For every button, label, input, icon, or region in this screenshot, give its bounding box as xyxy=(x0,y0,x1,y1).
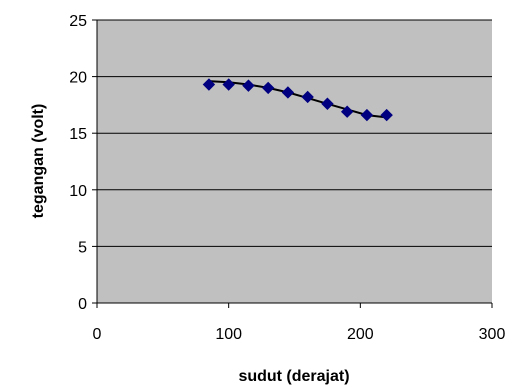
y-axis-title: tegangan (volt) xyxy=(30,104,47,219)
data-point xyxy=(242,79,255,92)
gridlines xyxy=(97,19,492,247)
y-tick-label: 5 xyxy=(78,239,87,256)
data-points xyxy=(202,78,393,122)
data-point xyxy=(380,108,393,122)
x-tick-label: 0 xyxy=(93,326,102,343)
x-tick-label: 100 xyxy=(215,326,242,343)
x-tick-label: 200 xyxy=(347,326,374,343)
y-tick-label: 25 xyxy=(69,13,87,30)
trendline xyxy=(208,80,387,119)
data-point xyxy=(281,86,295,99)
x-ticks: 0 100 200 300 xyxy=(93,303,506,343)
y-ticks: 0 5 10 15 20 25 xyxy=(69,13,97,313)
y-tick-label: 0 xyxy=(78,296,87,313)
y-tick-label: 10 xyxy=(69,183,87,200)
data-point xyxy=(202,78,216,91)
y-tick-label: 15 xyxy=(69,126,87,143)
plot-area xyxy=(97,20,492,303)
axes xyxy=(96,20,492,304)
x-axis-title: sudut (derajat) xyxy=(238,368,349,385)
data-point xyxy=(321,97,334,110)
data-point xyxy=(261,81,275,95)
data-point xyxy=(360,108,374,122)
data-point xyxy=(340,105,354,118)
y-tick-label: 20 xyxy=(69,70,87,87)
x-tick-label: 300 xyxy=(479,326,506,343)
data-point xyxy=(222,78,235,91)
data-point xyxy=(301,90,314,104)
